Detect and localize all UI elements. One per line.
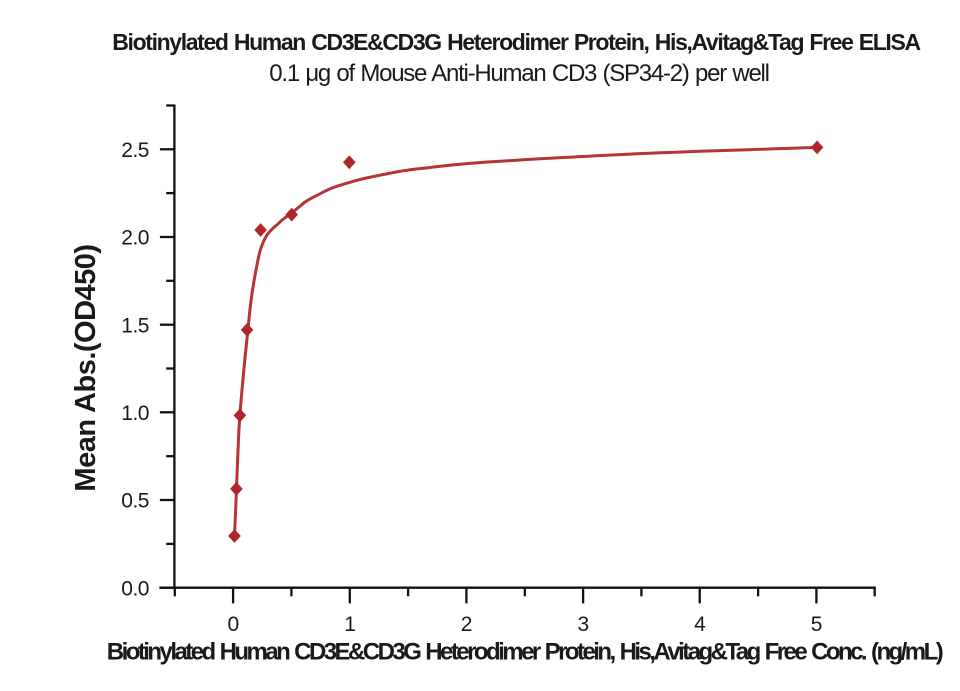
svg-text:2.0: 2.0 bbox=[121, 227, 149, 250]
svg-text:Mean Abs.(OD450): Mean Abs.(OD450) bbox=[70, 244, 102, 491]
svg-text:4: 4 bbox=[694, 613, 706, 636]
svg-text:0: 0 bbox=[228, 613, 239, 636]
svg-text:5: 5 bbox=[811, 613, 822, 636]
svg-text:Biotinylated Human CD3E&CD3G H: Biotinylated Human CD3E&CD3G Heterodimer… bbox=[112, 29, 920, 55]
svg-text:2.5: 2.5 bbox=[121, 139, 149, 162]
svg-text:3: 3 bbox=[578, 613, 589, 636]
svg-text:1.0: 1.0 bbox=[121, 402, 149, 425]
svg-text:0.1 μg of Mouse Anti-Human CD3: 0.1 μg of Mouse Anti-Human CD3 (SP34-2) … bbox=[269, 60, 768, 87]
svg-text:1.5: 1.5 bbox=[121, 314, 149, 337]
svg-text:Biotinylated Human CD3E&CD3G H: Biotinylated Human CD3E&CD3G Heterodimer… bbox=[107, 639, 943, 666]
svg-text:2: 2 bbox=[461, 613, 472, 636]
svg-text:0.5: 0.5 bbox=[121, 490, 149, 513]
svg-text:1: 1 bbox=[344, 613, 355, 636]
svg-text:0.0: 0.0 bbox=[121, 577, 149, 600]
